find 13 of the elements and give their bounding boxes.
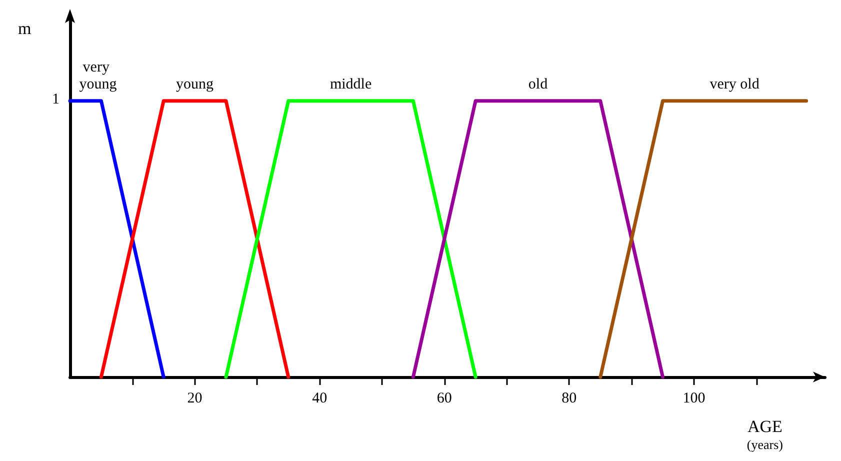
x-tick-label: 80 (562, 390, 577, 406)
x-tick-label: 60 (436, 390, 452, 406)
y-axis-title: m (18, 19, 32, 38)
x-axis-title: AGE (years) (746, 417, 784, 452)
x-tick-label: 20 (187, 390, 202, 406)
series-label: middle (330, 76, 372, 92)
x-tick-label: 100 (682, 390, 706, 406)
series-label: young (176, 76, 214, 92)
text: 1 (52, 91, 60, 108)
series-label: very young (79, 59, 118, 92)
x-tick-label: 40 (312, 390, 328, 406)
series-label: old (528, 76, 548, 92)
series-label: very old (710, 76, 760, 92)
